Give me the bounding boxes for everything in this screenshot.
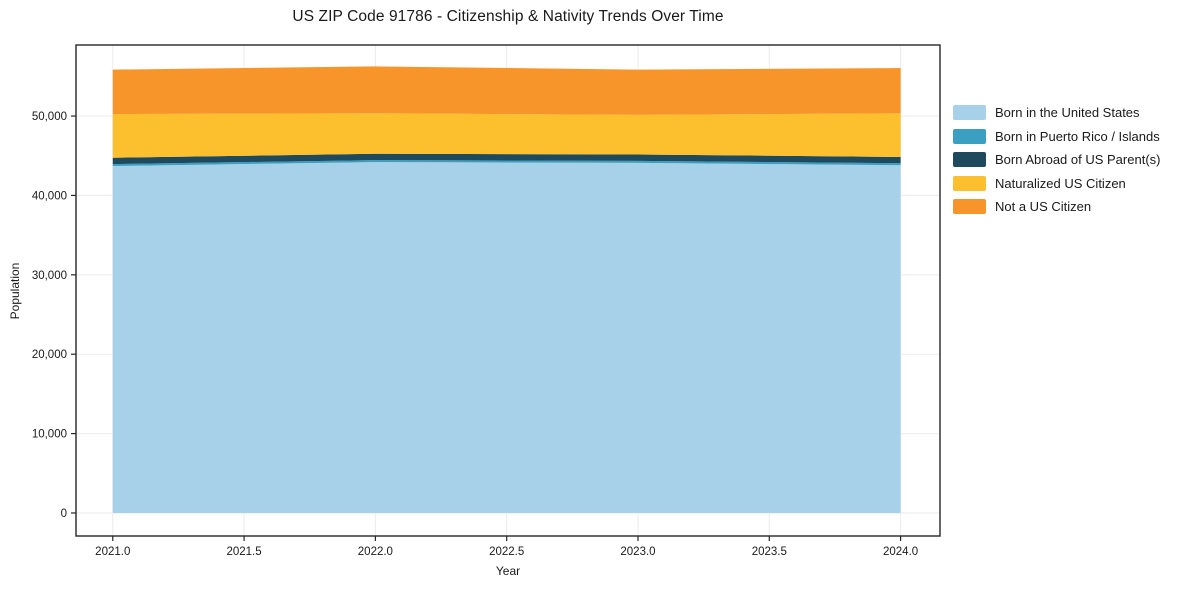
y-tick-label: 0 (61, 508, 67, 520)
legend-swatch-icon (953, 199, 986, 215)
legend-swatch-icon (953, 105, 986, 121)
area-series-1 (112, 160, 901, 167)
legend-label: Born in the United States (995, 105, 1140, 121)
x-tick-label: 2024.0 (883, 546, 918, 558)
legend-swatch-icon (953, 175, 986, 191)
area-series-2 (112, 153, 901, 165)
legend-label: Born in Puerto Rico / Islands (995, 128, 1160, 144)
legend-item: Born Abroad of US Parent(s) (953, 148, 1160, 172)
x-tick-label: 2022.0 (358, 546, 393, 558)
chart-title: US ZIP Code 91786 - Citizenship & Nativi… (292, 8, 724, 25)
area-series-3 (112, 113, 901, 158)
x-tick-label: 2023.0 (620, 546, 655, 558)
y-tick-label: 40,000 (32, 190, 67, 202)
area-series-0 (112, 162, 901, 513)
x-tick-label: 2022.5 (489, 546, 524, 558)
x-tick-label: 2023.5 (752, 546, 787, 558)
legend: Born in the United States Born in Puerto … (953, 101, 1160, 219)
x-tick-label: 2021.0 (95, 546, 130, 558)
legend-item: Not a US Citizen (953, 195, 1160, 219)
legend-item: Born in Puerto Rico / Islands (953, 125, 1160, 149)
y-tick-label: 10,000 (32, 429, 67, 441)
y-tick-label: 30,000 (32, 270, 67, 282)
legend-label: Naturalized US Citizen (995, 175, 1126, 191)
legend-item: Born in the United States (953, 101, 1160, 125)
legend-item: Naturalized US Citizen (953, 172, 1160, 196)
x-axis-label: Year (495, 564, 521, 578)
plot-frame (75, 44, 941, 537)
legend-label: Born Abroad of US Parent(s) (995, 152, 1161, 168)
area-series-4 (112, 66, 901, 115)
legend-swatch-icon (953, 152, 986, 168)
legend-swatch-icon (953, 128, 986, 144)
y-axis-label: Population (8, 262, 22, 320)
x-tick-label: 2021.5 (226, 546, 261, 558)
y-tick-label: 50,000 (32, 111, 67, 123)
legend-label: Not a US Citizen (995, 199, 1092, 215)
y-tick-label: 20,000 (32, 349, 67, 361)
